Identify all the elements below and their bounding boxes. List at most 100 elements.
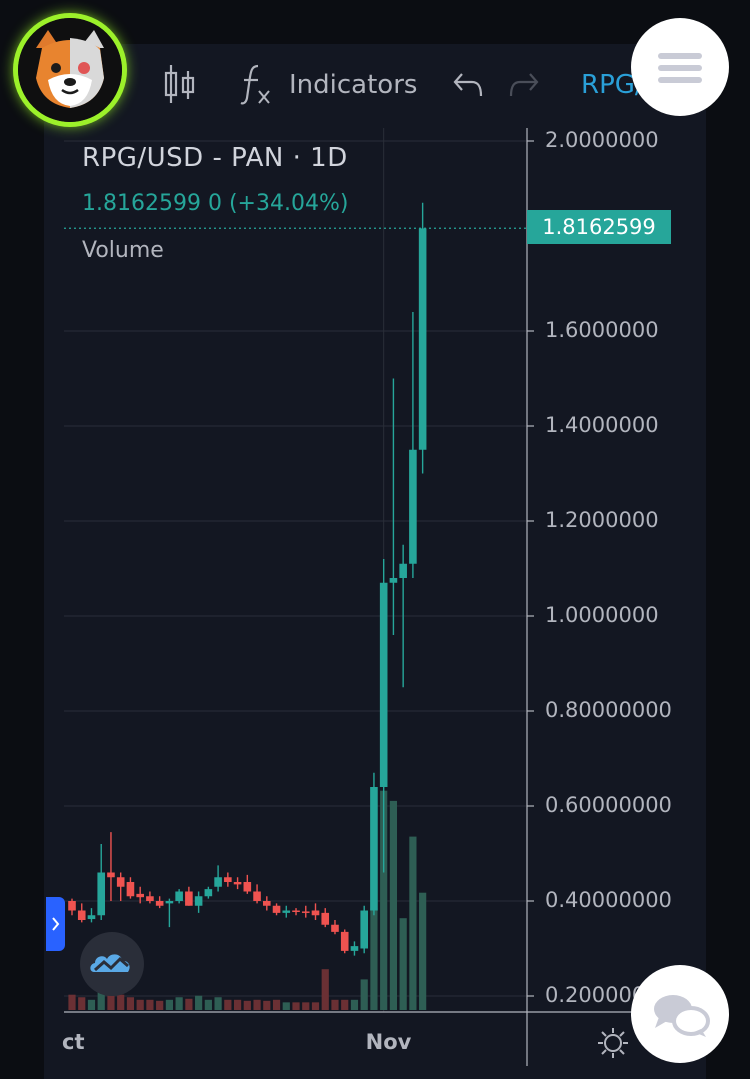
volume-bar [350, 999, 359, 1010]
legend-price: 1.8162599 0 (+34.04%) [82, 191, 349, 216]
volume-bar [370, 908, 378, 1010]
candle-body [214, 877, 222, 887]
side-panel-toggle[interactable] [46, 897, 65, 951]
volume-bar [224, 999, 232, 1010]
y-tick-label: 0.200000 [545, 983, 646, 1007]
volume-bar [311, 1002, 320, 1010]
candle-body [194, 896, 203, 906]
candle-body [292, 910, 300, 912]
candle-body [331, 924, 339, 932]
volume-bar [419, 892, 427, 1010]
legend-title: RPG/USD - PAN · 1D [82, 143, 348, 173]
volume-bar [97, 989, 105, 1010]
candle-body [97, 872, 106, 916]
candle-body [311, 910, 320, 916]
chat-bubbles-icon [654, 995, 710, 1037]
volume-bar [389, 800, 398, 1010]
volume-bar [204, 999, 212, 1010]
indicators-button[interactable]: Indicators [289, 70, 418, 100]
volume-bar [243, 1000, 251, 1010]
candle-body [77, 910, 86, 920]
candle-body [389, 578, 398, 583]
candle-body [107, 872, 115, 878]
y-tick-label: 0.80000000 [545, 698, 672, 722]
y-tick-label: 0.60000000 [545, 793, 672, 817]
candle-body [126, 882, 135, 897]
volume-bar [292, 1002, 300, 1010]
volume-bar [107, 992, 115, 1010]
volume-bar [282, 1002, 290, 1010]
candle-body [68, 901, 76, 911]
chat-button[interactable] [631, 965, 729, 1063]
shiba-dog-avatar-icon [18, 18, 122, 122]
x-tick-label: ct [62, 1030, 85, 1054]
y-tick-label: 0.40000000 [545, 888, 672, 912]
candle-body [379, 582, 388, 787]
avatar[interactable] [18, 18, 122, 122]
candle-body [243, 882, 252, 892]
candle-body [370, 787, 378, 911]
volume-bar [302, 1002, 310, 1010]
volume-bar [331, 999, 339, 1010]
y-tick-label: 1.2000000 [545, 508, 659, 532]
candle-body [87, 915, 96, 920]
candle-body [175, 891, 183, 901]
y-tick-label: 2.0000000 [545, 128, 659, 152]
settings-gear-icon[interactable] [596, 1026, 630, 1060]
volume-bar [87, 999, 96, 1010]
candle-body [185, 891, 193, 906]
candle-body [282, 910, 291, 913]
volume-bar [185, 998, 193, 1010]
chart-toolbar [44, 44, 706, 128]
function-icon[interactable] [238, 62, 278, 106]
y-tick-label: 1.4000000 [545, 413, 659, 437]
candlestick-icon[interactable] [160, 62, 200, 106]
volume-bar [341, 999, 349, 1010]
candle-body [418, 228, 427, 450]
candle-body [136, 893, 144, 898]
cloud-chart-icon [90, 954, 130, 972]
undo-icon[interactable] [452, 70, 484, 100]
candle-body [146, 896, 154, 901]
volume-bar [195, 995, 203, 1010]
candle-body [399, 563, 407, 578]
volume-bar [272, 999, 281, 1010]
tradingview-logo-button[interactable] [80, 932, 144, 996]
volume-bar [165, 999, 173, 1010]
volume-bar [360, 979, 368, 1010]
candle-body [204, 889, 213, 897]
volume-bar [399, 918, 407, 1010]
candle-body [272, 905, 281, 913]
volume-bar [263, 1000, 271, 1010]
menu-button[interactable] [631, 18, 729, 116]
volume-bar [380, 790, 388, 1010]
volume-bar [233, 999, 242, 1010]
volume-bar [409, 836, 417, 1010]
candle-body [340, 931, 349, 951]
volume-bar [68, 994, 76, 1010]
y-tick-label: 1.6000000 [545, 318, 659, 342]
volume-bar [117, 994, 125, 1010]
candle-body [224, 877, 232, 882]
candle-body [155, 901, 164, 906]
redo-icon[interactable] [508, 70, 540, 100]
volume-bar [136, 999, 144, 1010]
volume-bar [214, 997, 222, 1010]
volume-bar [156, 1000, 164, 1010]
candle-body [301, 911, 310, 913]
volume-bar [253, 999, 261, 1010]
volume-bar [175, 997, 183, 1010]
volume-bar [146, 999, 154, 1010]
candle-body [165, 901, 174, 904]
candle-body [409, 449, 417, 564]
x-tick-label: Nov [365, 1030, 412, 1054]
volume-bar [126, 997, 135, 1010]
candle-body [263, 901, 271, 906]
candle-body [321, 912, 330, 925]
candle-body [253, 891, 261, 901]
candle-body [350, 946, 359, 951]
volume-bar [78, 997, 86, 1010]
legend-volume: Volume [82, 238, 164, 263]
candle-body [360, 910, 368, 949]
